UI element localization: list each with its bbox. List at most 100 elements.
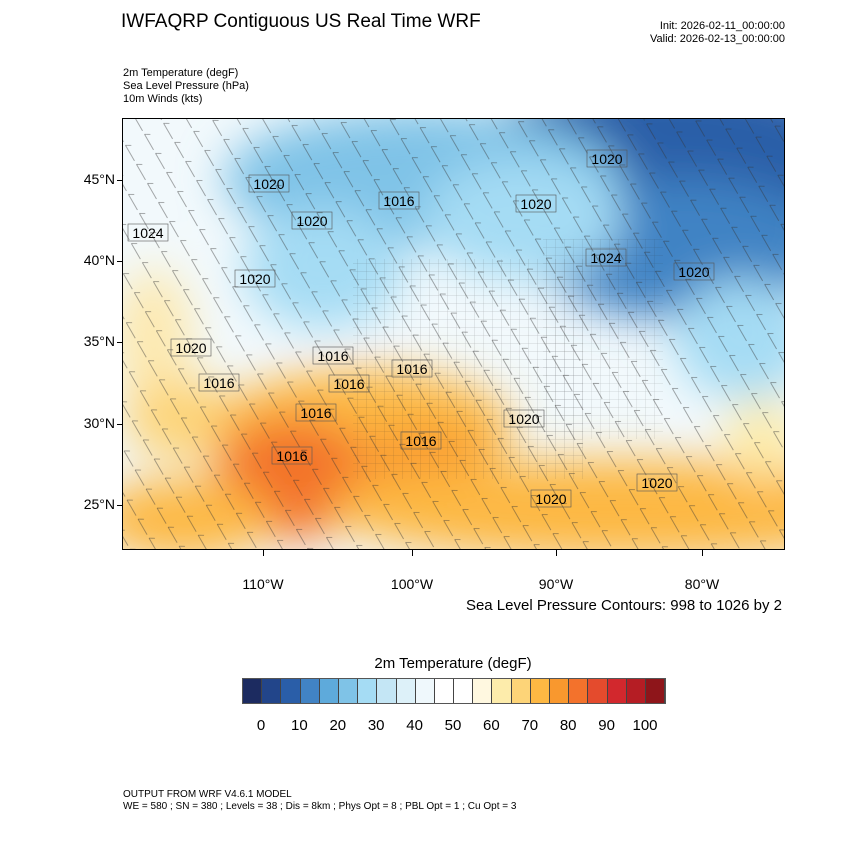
- lat-label-30n: 30°N: [83, 415, 115, 431]
- contour-label-box: [503, 409, 545, 428]
- pressure-contour-label: 1016: [300, 405, 331, 421]
- colorbar-label: 10: [291, 717, 308, 734]
- contour-label-box: [530, 489, 572, 508]
- contour-label-box: [515, 194, 557, 213]
- field-label-temperature: 2m Temperature (degF): [123, 67, 239, 79]
- colorbar-swatch: [319, 679, 339, 703]
- lat-tick: [117, 342, 123, 343]
- colorbar-swatch: [377, 679, 397, 703]
- contour-label-box: [400, 431, 442, 450]
- colorbar: [242, 678, 667, 704]
- lon-label-80w: 80°W: [684, 576, 720, 592]
- lat-tick: [117, 424, 123, 425]
- colorbar-label: 50: [444, 717, 462, 734]
- lon-tick: [412, 550, 413, 556]
- contour-label-box: [673, 262, 715, 281]
- pressure-contour-label: 1016: [203, 375, 234, 391]
- pressure-contour-label: 1016: [333, 376, 364, 392]
- lon-tick: [263, 550, 264, 556]
- pressure-contour-label: 1016: [383, 193, 414, 209]
- lat-label-25n: 25°N: [83, 496, 115, 512]
- plot-title: IWFAQRP Contiguous US Real Time WRF: [121, 11, 481, 32]
- contour-label-box: [291, 211, 333, 230]
- contour-label-box: [585, 248, 627, 267]
- colorbar-title: 2m Temperature (degF): [374, 655, 532, 672]
- pressure-contour-label: 1020: [520, 196, 551, 212]
- lat-tick: [117, 261, 123, 262]
- temperature-field: 1020 1020 1016 1020 1020 1024 1024 1020 1020 1020…: [123, 119, 784, 549]
- colorbar-swatch: [569, 679, 589, 703]
- lon-label-110w: 110°W: [242, 576, 284, 592]
- pressure-contour-label: 1020: [296, 213, 327, 229]
- pressure-contour-label: 1020: [508, 411, 539, 427]
- pressure-contour-label: 1016: [405, 433, 436, 449]
- field-label-pressure: Sea Level Pressure (hPa): [123, 80, 249, 92]
- colorbar-swatch: [550, 679, 570, 703]
- contour-label-box: [312, 346, 354, 365]
- colorbar-swatch: [262, 679, 282, 703]
- pressure-contour-label: 1020: [253, 176, 284, 192]
- colorbar-swatch: [358, 679, 378, 703]
- lat-label-35n: 35°N: [83, 333, 115, 349]
- contour-note: Sea Level Pressure Contours: 998 to 1026…: [465, 597, 782, 614]
- field-label-winds: 10m Winds (kts): [123, 93, 203, 105]
- contour-label-box: [328, 374, 370, 393]
- pressure-contour-label: 1020: [678, 264, 709, 280]
- colorbar-swatch: [434, 679, 455, 703]
- contour-label-box: [295, 403, 337, 422]
- model-info: OUTPUT FROM WRF V4.6.1 MODEL: [123, 789, 292, 800]
- contour-label-box: [586, 149, 628, 168]
- weather-map: 1020 1020 1016 1020 1020 1024 1024 1020 1020 1020…: [122, 118, 785, 550]
- contour-label-box: [127, 223, 169, 242]
- contour-label-box: [391, 359, 433, 378]
- colorbar-swatch: [300, 679, 320, 703]
- colorbar-swatch: [607, 679, 627, 703]
- colorbar-swatch: [511, 679, 531, 703]
- lon-label-100w: 100°W: [390, 576, 434, 592]
- lat-label-45n: 45°N: [83, 171, 115, 187]
- contour-label-box: [636, 473, 678, 492]
- colorbar-swatch: [454, 679, 474, 703]
- pressure-contour-label: 1016: [396, 361, 427, 377]
- pressure-contour-label: 1020: [641, 475, 672, 491]
- model-config: WE = 580 ; SN = 380 ; Levels = 38 ; Dis …: [123, 801, 517, 812]
- lat-tick: [117, 505, 123, 506]
- colorbar-label: 40: [406, 717, 423, 734]
- contour-label-box: [271, 446, 313, 465]
- pressure-contour-label: 1024: [590, 250, 621, 266]
- contour-label-box: [378, 191, 420, 210]
- lon-label-90w: 90°W: [538, 576, 574, 592]
- colorbar-swatch: [415, 679, 435, 703]
- pressure-contour-label: 1020: [535, 491, 566, 507]
- colorbar-label: 80: [559, 717, 577, 734]
- colorbar-swatch: [492, 679, 512, 703]
- colorbar-swatch: [588, 679, 608, 703]
- lat-label-40n: 40°N: [83, 252, 115, 268]
- pressure-contour-label: 1020: [239, 271, 270, 287]
- colorbar-swatch: [396, 679, 416, 703]
- pressure-contour-label: 1016: [276, 448, 307, 464]
- colorbar-label: 100: [632, 717, 658, 734]
- colorbar-label: 90: [598, 717, 615, 734]
- colorbar-swatch: [626, 679, 646, 703]
- colorbar-swatch: [530, 679, 550, 703]
- contour-label-box: [234, 269, 276, 288]
- colorbar-swatch: [473, 679, 493, 703]
- colorbar-swatch: [645, 679, 666, 703]
- contour-label-box: [170, 338, 212, 357]
- pressure-contour-label: 1016: [317, 348, 348, 364]
- lon-tick: [556, 550, 557, 556]
- contour-label-box: [248, 174, 290, 193]
- lat-tick: [117, 180, 123, 181]
- valid-time: Valid: 2026-02-13_00:00:00: [650, 33, 785, 45]
- lon-tick: [702, 550, 703, 556]
- contour-label-box: [198, 373, 240, 392]
- colorbar-label: 20: [329, 717, 347, 734]
- colorbar-label: 30: [367, 717, 385, 734]
- colorbar-label: 0: [256, 717, 266, 734]
- colorbar-swatch: [338, 679, 359, 703]
- colorbar-label: 70: [521, 717, 539, 734]
- colorbar-swatch: [243, 679, 263, 703]
- pressure-contour-label: 1020: [175, 340, 206, 356]
- pressure-contour-label: 1020: [591, 151, 622, 167]
